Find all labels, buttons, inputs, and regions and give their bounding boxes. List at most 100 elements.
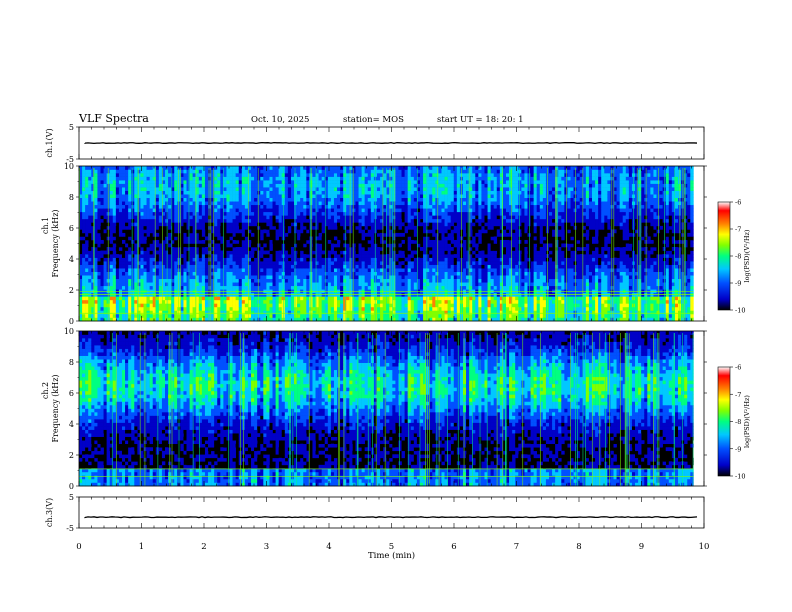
spectrogram-cell [155, 169, 160, 174]
spectrogram-cell [404, 166, 408, 170]
spectrogram-cell [125, 303, 129, 308]
spectrogram-cell [370, 282, 375, 287]
spectrogram-cell [112, 236, 117, 241]
spectrogram-cell [168, 225, 172, 230]
spectrogram-cell [370, 180, 375, 184]
spectrogram-cell [333, 299, 338, 304]
spectrogram-cell [383, 317, 387, 322]
spectrogram-cell [223, 313, 227, 318]
spectrogram-cell [343, 317, 347, 322]
spectrogram-cell [229, 257, 233, 262]
spectrogram-cell [367, 180, 372, 184]
spectrogram-cell [244, 218, 249, 223]
spectrogram-cell [146, 310, 150, 315]
spectrogram-cell [158, 187, 163, 191]
spectrogram-cell [146, 173, 150, 177]
spectrogram-cell [226, 271, 230, 276]
spectrogram-cell [297, 278, 301, 283]
spectrogram-cell [211, 313, 215, 318]
spectrogram-cell [251, 275, 255, 280]
spectrogram-cell [432, 232, 436, 237]
spectrogram-cell [91, 254, 95, 258]
spectrogram-cell [251, 197, 255, 202]
spectrogram-cell [297, 243, 301, 248]
spectrogram-cell [318, 268, 322, 272]
spectrogram-cell [125, 271, 129, 276]
spectrogram-cell [109, 296, 114, 301]
spectrogram-cell [413, 194, 418, 199]
spectrogram-cell [287, 215, 292, 220]
spectrogram-cell [287, 247, 292, 251]
spectrogram-cell [324, 296, 329, 301]
spectrogram-cell [204, 208, 209, 213]
spectrogram-cell [294, 173, 298, 177]
spectrogram-cell [297, 282, 301, 287]
spectrogram-cell [284, 183, 289, 188]
spectrogram-cell [204, 268, 209, 272]
spectrogram-cell [134, 232, 138, 237]
spectrogram-cell [109, 278, 114, 283]
spectrogram-cell [257, 268, 261, 272]
spectrogram-cell [204, 190, 209, 195]
spectrogram-cell [303, 215, 307, 220]
spectrogram-cell [284, 310, 289, 315]
spectrogram-cell [272, 222, 276, 227]
spectrogram-cell [318, 201, 322, 206]
spectrogram-cell [241, 194, 246, 199]
spectrogram-cell [183, 275, 187, 280]
spectrogram-cell [128, 282, 132, 287]
spectrogram-cell [177, 243, 181, 248]
spectrogram-cell [241, 313, 246, 318]
spectrogram-cell [204, 306, 209, 311]
spectrogram-cell [269, 303, 273, 308]
spectrogram-cell [204, 303, 209, 308]
spectrogram-cell [171, 296, 175, 301]
spectrogram-cell [410, 317, 415, 322]
spectrogram-cell [266, 313, 270, 318]
spectrogram-cell [122, 180, 126, 184]
spectrogram-cell [380, 194, 384, 199]
spectrogram-cell [423, 239, 427, 244]
spectrogram-cell [100, 169, 104, 174]
spectrogram-cell [118, 268, 123, 272]
spectrogram-cell [355, 313, 359, 318]
spectrogram-cell [275, 183, 279, 188]
spectrogram-cell [140, 261, 144, 265]
spectrogram-cell [91, 236, 95, 241]
spectrogram-cell [269, 225, 273, 230]
spectrogram-cell [272, 197, 276, 202]
spectrogram-cell [376, 275, 381, 280]
spectrogram-cell [165, 296, 169, 301]
spectrogram-cell [208, 208, 212, 213]
spectrogram-cell [88, 166, 92, 170]
spectrogram-cell [358, 176, 362, 181]
spectrogram-cell [410, 229, 415, 234]
spectrogram-cell [183, 268, 187, 272]
spectrogram-cell [122, 222, 126, 227]
spectrogram-cell [346, 306, 350, 311]
spectrogram-cell [186, 232, 190, 237]
spectrogram-cell [134, 176, 138, 181]
spectrogram-cell [266, 306, 270, 311]
spectrogram-cell [217, 261, 221, 265]
spectrogram-cell [183, 225, 187, 230]
spectrogram-cell [318, 183, 322, 188]
spectrogram-cell [155, 194, 160, 199]
spectrogram-cell [122, 208, 126, 213]
spectrogram-cell [401, 310, 405, 315]
spectrogram-cell [346, 282, 350, 287]
spectrogram-cell [303, 313, 307, 318]
spectrogram-cell [189, 285, 193, 290]
spectrogram-cell [143, 187, 147, 191]
spectrogram-cell [82, 176, 86, 181]
spectrogram-cell [303, 180, 307, 184]
spectrogram-cell [208, 306, 212, 311]
spectrogram-cell [137, 183, 141, 188]
spectrogram-cell [413, 278, 418, 283]
spectrogram-cell [429, 183, 433, 188]
spectrogram-cell [429, 208, 433, 213]
spectrogram-cell [131, 166, 135, 170]
spectrogram-cell [383, 183, 387, 188]
spectrogram-cell [370, 310, 375, 315]
spectrogram-cell [103, 282, 107, 287]
